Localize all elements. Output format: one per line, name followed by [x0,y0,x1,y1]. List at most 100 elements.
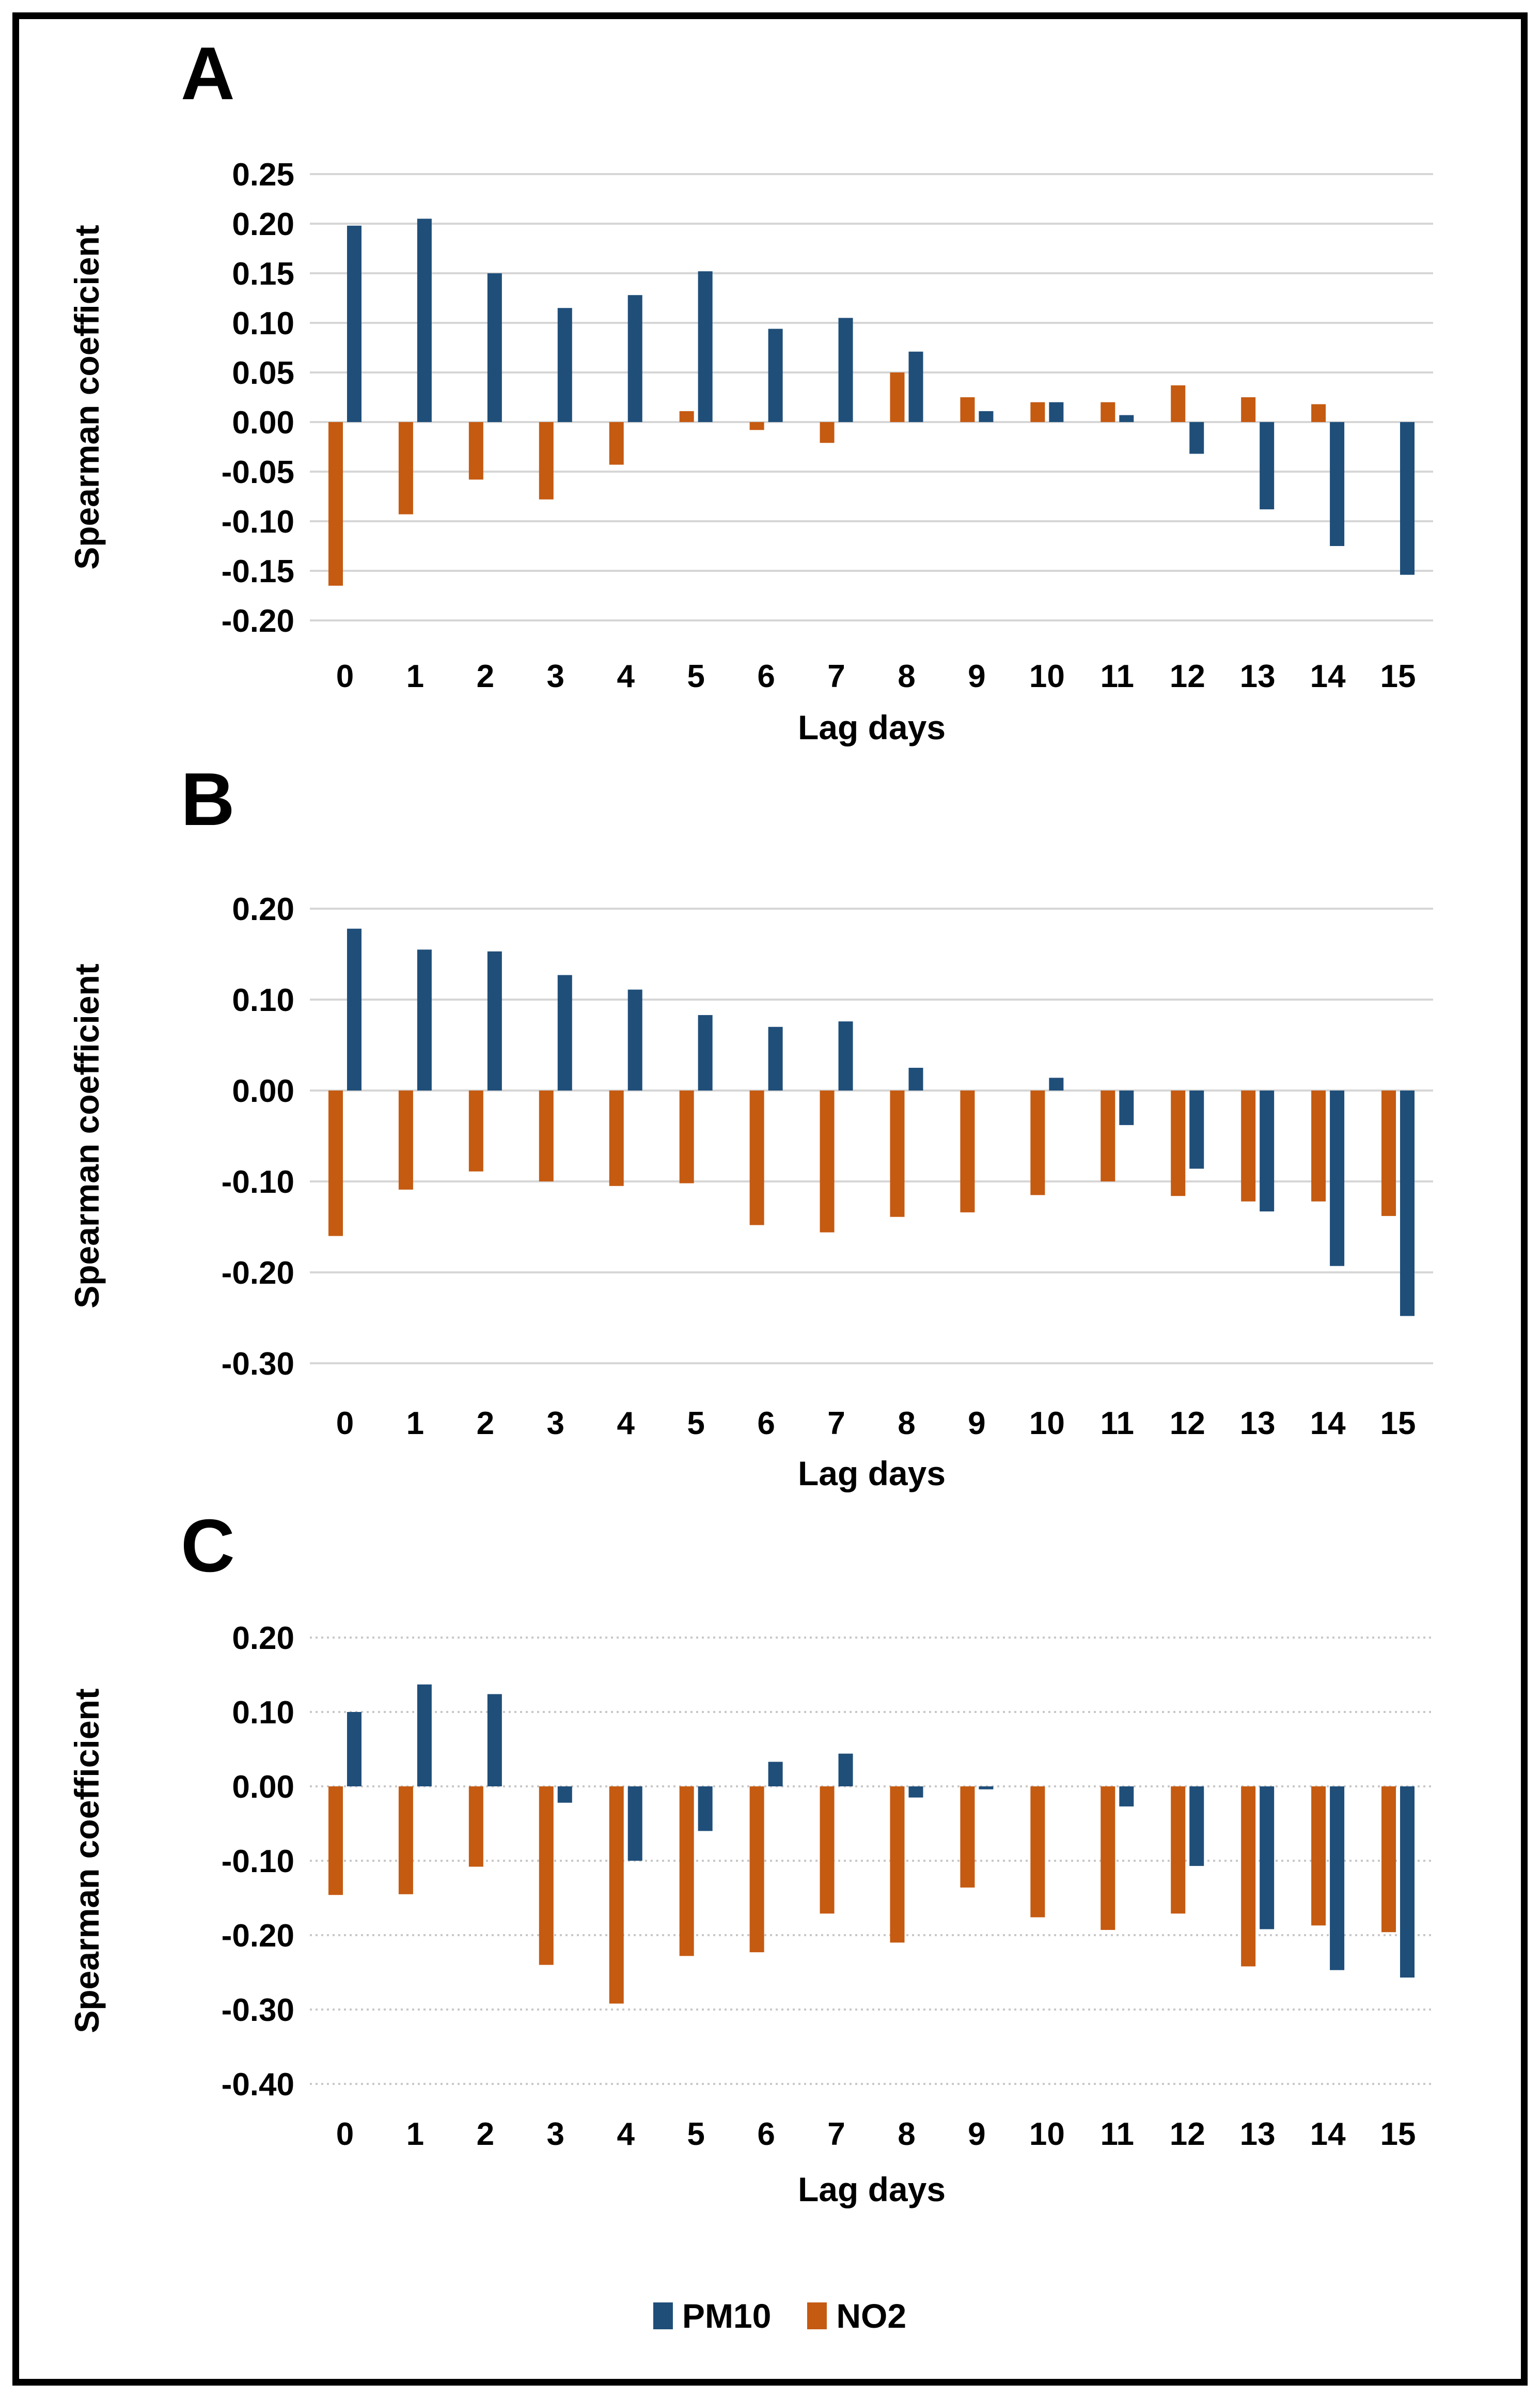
y-tick-label: -0.05 [222,455,294,490]
bar-no2 [539,1786,554,1965]
chart-c: 0.200.100.00-0.10-0.20-0.30-0.400 1 2 3 4 5 6 7… [222,1621,1433,2152]
bar-no2 [1311,1091,1326,1202]
bar-pm10 [979,1786,994,1789]
bar-no2 [398,1786,413,1894]
x-tick-label: 0 [336,1406,354,1441]
x-tick-label: 7 [827,2116,845,2152]
bar-pm10 [557,1786,572,1803]
x-axis-title-b: Lag days [797,1454,946,1492]
x-tick-label: 1 [406,2116,424,2152]
y-tick-label: 0.10 [232,306,294,341]
bar-no2 [468,1786,483,1867]
bar-no2 [539,422,554,500]
bar-pm10 [838,1753,853,1786]
y-tick-label: -0.40 [222,2067,294,2103]
x-tick-label: 8 [898,1406,915,1441]
bar-no2 [1241,1786,1256,1967]
legend-label-no2: NO2 [836,2297,907,2335]
x-tick-label: 14 [1310,1406,1346,1441]
x-tick-label: 2 [477,659,494,694]
bar-pm10 [557,975,572,1091]
bar-pm10 [1400,1786,1415,1978]
bar-pm10 [557,308,572,422]
bar-pm10 [1400,1091,1415,1316]
bar-pm10 [627,989,642,1091]
y-tick-label: -0.30 [222,1346,294,1382]
bar-pm10 [698,1786,713,1831]
bar-pm10 [1330,422,1345,546]
bar-pm10 [1260,422,1275,509]
panel-label-c: C [181,1504,235,1587]
bar-no2 [1171,1091,1186,1196]
panel-label-b: B [181,757,235,841]
y-tick-label: 0.10 [232,1695,294,1731]
x-axis-title-c: Lag days [797,2170,946,2208]
bar-pm10 [417,1684,432,1786]
bar-no2 [1311,1786,1326,1926]
bar-no2 [609,1786,624,2004]
bar-pm10 [698,1015,713,1091]
legend-label-pm10: PM10 [682,2297,772,2335]
y-tick-label: -0.20 [222,1255,294,1291]
x-tick-label: 5 [687,659,704,694]
bar-no2 [1381,1786,1396,1933]
bar-pm10 [487,273,502,422]
x-tick-label: 2 [477,1406,494,1441]
x-tick-label: 7 [827,659,845,694]
x-tick-label: 5 [687,2116,704,2152]
bar-no2 [1241,397,1256,422]
bar-no2 [328,1091,343,1236]
x-tick-label: 2 [477,2116,494,2152]
y-tick-label: 0.00 [232,405,294,441]
bar-no2 [1030,402,1045,422]
bar-pm10 [347,225,362,422]
y-tick-label: -0.20 [222,603,294,639]
bar-pm10 [1049,1078,1064,1091]
x-tick-label: 10 [1029,1406,1065,1441]
bar-pm10 [1049,402,1064,422]
bar-no2 [820,422,835,443]
bar-no2 [679,1786,694,1956]
x-tick-label: 3 [547,1406,564,1441]
x-tick-label: 11 [1101,1406,1135,1441]
bar-no2 [1171,385,1186,422]
x-tick-label: 15 [1380,2116,1416,2152]
bar-no2 [1311,404,1326,422]
legend: PM10 NO2 [653,2287,906,2344]
bar-no2 [1030,1786,1045,1918]
chart-b: 0.200.100.00-0.10-0.20-0.300 1 2 3 4 5 6 7 8 9 10 1… [222,892,1433,1441]
bar-no2 [1101,1091,1115,1181]
x-axis-title-a: Lag days [797,708,946,746]
x-tick-label: 4 [617,1406,635,1441]
x-tick-label: 5 [687,1406,704,1441]
y-axis-title-a: Spearman coefficient [68,225,106,570]
bar-no2 [820,1091,835,1233]
bar-no2 [398,422,413,515]
bar-pm10 [768,1762,783,1786]
x-tick-label: 7 [827,1406,845,1441]
bar-no2 [679,411,694,422]
x-tick-label: 9 [968,2116,985,2152]
y-tick-label: -0.10 [222,504,294,540]
bar-pm10 [979,411,994,422]
bar-no2 [539,1091,554,1181]
legend-swatch-pm10 [653,2302,673,2329]
x-tick-label: 3 [547,2116,564,2152]
x-tick-label: 15 [1380,1406,1416,1441]
bar-pm10 [417,949,432,1091]
y-tick-label: 0.20 [232,892,294,927]
bar-no2 [820,1786,835,1914]
bar-no2 [468,1091,483,1172]
y-tick-label: 0.10 [232,983,294,1018]
bar-no2 [1101,1786,1115,1930]
bar-pm10 [627,295,642,422]
bar-pm10 [1260,1091,1275,1212]
x-tick-label: 13 [1240,659,1276,694]
x-tick-label: 6 [757,2116,775,2152]
bar-pm10 [417,219,432,422]
bar-no2 [609,1091,624,1186]
x-tick-label: 1 [406,1406,424,1441]
x-tick-label: 11 [1101,2116,1135,2152]
